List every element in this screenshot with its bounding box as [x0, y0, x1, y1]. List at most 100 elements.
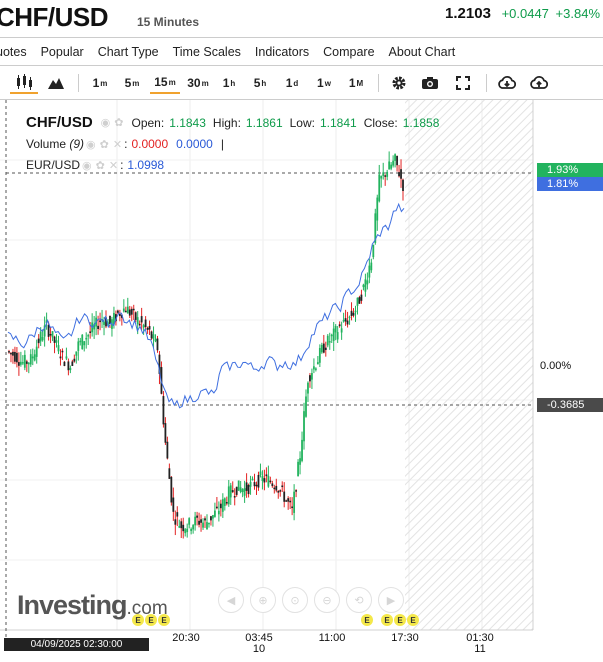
candle-body — [277, 491, 280, 493]
high-label: High: — [212, 115, 241, 130]
candle-body — [352, 312, 355, 316]
zoom-out-icon[interactable]: ⊖ — [314, 587, 340, 613]
economic-event-marker[interactable]: E — [158, 614, 170, 626]
compare-line-eurusd — [7, 202, 405, 409]
candle-body — [79, 340, 82, 343]
candle-body — [398, 172, 400, 177]
candle-body — [394, 154, 396, 161]
eye-icon[interactable]: ◉ — [100, 117, 111, 129]
instrument-header: CHF/USD 15 Minutes 1.2103 +0.0447 +3.84% — [0, 0, 603, 34]
menu-quotes[interactable]: uotes — [0, 44, 27, 59]
zoom-reset-icon[interactable]: ⊙ — [282, 587, 308, 613]
chart-canvas[interactable] — [0, 100, 603, 662]
candle-body — [182, 524, 185, 532]
camera-icon[interactable] — [419, 72, 441, 94]
price-chart[interactable]: CHF/USD ◉ ✿ Open: 1.1843 High: 1.1861 Low: 1… — [0, 100, 603, 662]
candle-body — [55, 340, 58, 343]
candle-body — [200, 519, 202, 523]
close-icon[interactable]: ✕ — [108, 159, 119, 172]
candle-body — [267, 475, 270, 487]
close-icon[interactable]: ✕ — [112, 138, 123, 151]
mountain-chart-icon[interactable] — [44, 72, 68, 94]
x-axis-label: 20:30 — [172, 632, 200, 644]
volume-legend: Volume (9) ◉ ✿ ✕ : 0.0000 0.0000 | — [26, 137, 224, 151]
candle-body — [192, 525, 195, 530]
menu-compare[interactable]: Compare — [323, 44, 375, 59]
candle-body — [116, 310, 119, 313]
candle-body — [368, 265, 371, 278]
candle-body — [120, 314, 123, 318]
reset-view-icon[interactable]: ⟲ — [346, 587, 372, 613]
scroll-right-icon[interactable]: ▶ — [378, 587, 404, 613]
economic-event-marker[interactable]: E — [361, 614, 373, 626]
candle-body — [366, 280, 369, 285]
settings-gear-icon[interactable]: ✿ — [95, 159, 105, 172]
economic-event-marker[interactable]: E — [132, 614, 144, 626]
chart-menu-bar: uotes Popular Chart Type Time Scales Ind… — [0, 37, 603, 66]
price-tag-main: 1.93% — [537, 163, 603, 177]
candle-body — [388, 161, 391, 170]
menu-about-chart[interactable]: About Chart — [388, 44, 456, 59]
candle-body — [138, 323, 141, 326]
menu-indicators[interactable]: Indicators — [254, 44, 310, 59]
candle-body — [285, 500, 288, 502]
crosshair-price-tag: -0.3685 — [537, 398, 603, 412]
fullscreen-icon[interactable] — [452, 72, 474, 94]
zoom-in-icon[interactable]: ⊕ — [250, 587, 276, 613]
settings-gear-icon[interactable]: ✿ — [114, 117, 124, 129]
eye-icon[interactable]: ◉ — [86, 138, 96, 151]
candle-body — [176, 512, 179, 517]
eye-icon[interactable]: ◉ — [82, 159, 92, 172]
settings-gear-icon[interactable] — [388, 72, 410, 94]
candle-body — [289, 500, 292, 503]
candle-body — [255, 484, 258, 487]
candle-body — [376, 197, 379, 221]
menu-time-scales[interactable]: Time Scales — [172, 44, 241, 59]
candle-body — [210, 516, 212, 521]
candle-body — [275, 485, 278, 491]
candle-body — [170, 476, 173, 503]
candle-body — [146, 327, 149, 330]
candle-body — [313, 366, 315, 370]
candle-body — [247, 484, 250, 495]
candle-body — [65, 356, 68, 359]
scroll-left-icon[interactable]: ◀ — [218, 587, 244, 613]
settings-gear-icon[interactable]: ✿ — [99, 138, 109, 151]
economic-event-marker[interactable]: E — [394, 614, 406, 626]
economic-event-marker[interactable]: E — [407, 614, 419, 626]
timeframe-15m[interactable]: 15 m — [150, 72, 180, 94]
candle-body — [184, 529, 187, 534]
candle-body — [12, 351, 14, 356]
candle-body — [130, 308, 133, 315]
close-value: 1.1858 — [402, 115, 440, 130]
menu-chart-type[interactable]: Chart Type — [97, 44, 159, 59]
timeframe-30m[interactable]: 30 m — [187, 76, 209, 90]
candle-body — [243, 488, 246, 496]
candle-body — [39, 331, 42, 342]
candlestick-chart-icon[interactable] — [10, 72, 38, 94]
candle-body — [142, 325, 145, 328]
volume-period: (9) — [69, 137, 85, 151]
candle-body — [113, 312, 115, 325]
download-cloud-icon[interactable] — [496, 72, 518, 94]
candle-body — [69, 367, 72, 371]
candle-body — [118, 314, 121, 317]
menu-popular[interactable]: Popular — [40, 44, 84, 59]
candle-body — [303, 411, 305, 442]
candle-body — [188, 518, 191, 525]
upload-cloud-icon[interactable] — [528, 72, 550, 94]
candle-body — [73, 358, 76, 362]
candle-body — [162, 396, 165, 425]
economic-event-marker[interactable]: E — [145, 614, 157, 626]
economic-event-marker[interactable]: E — [381, 614, 393, 626]
candle-body — [261, 476, 264, 481]
candle-body — [330, 334, 333, 337]
candle-body — [235, 486, 238, 495]
